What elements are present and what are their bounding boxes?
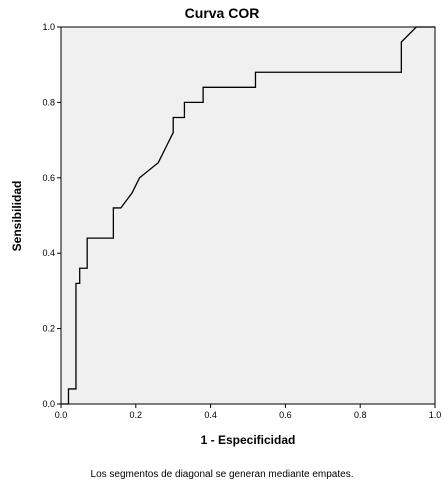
- y-axis-label: Sensibilidad: [10, 181, 24, 252]
- y-tick-label: 1.0: [42, 22, 55, 32]
- x-tick-label: 0.8: [354, 410, 367, 420]
- footnote: Los segmentos de diagonal se generan med…: [91, 469, 354, 480]
- axis-ticks: [57, 26, 436, 408]
- roc-curve-line: [61, 26, 435, 405]
- axis-tick-labels: 0.0 0.2 0.4 0.6 0.8 1.0 0.0 0.2 0.4 0.6 0.8 1.0: [42, 22, 441, 420]
- chart-title: Curva COR: [185, 5, 260, 21]
- x-tick-label: 0.4: [204, 410, 217, 420]
- y-tick-label: 0.2: [42, 324, 55, 334]
- x-tick-label: 1.0: [429, 410, 442, 420]
- x-tick-label: 0.0: [55, 410, 68, 420]
- x-axis-label: 1 - Especificidad: [201, 433, 296, 447]
- y-tick-label: 0.4: [42, 248, 55, 258]
- plot-area: [60, 26, 436, 405]
- y-tick-label: 0.8: [42, 97, 55, 107]
- y-tick-label: 0.0: [42, 399, 55, 409]
- x-tick-label: 0.6: [279, 410, 292, 420]
- x-tick-label: 0.2: [130, 410, 143, 420]
- y-tick-label: 0.6: [42, 173, 55, 183]
